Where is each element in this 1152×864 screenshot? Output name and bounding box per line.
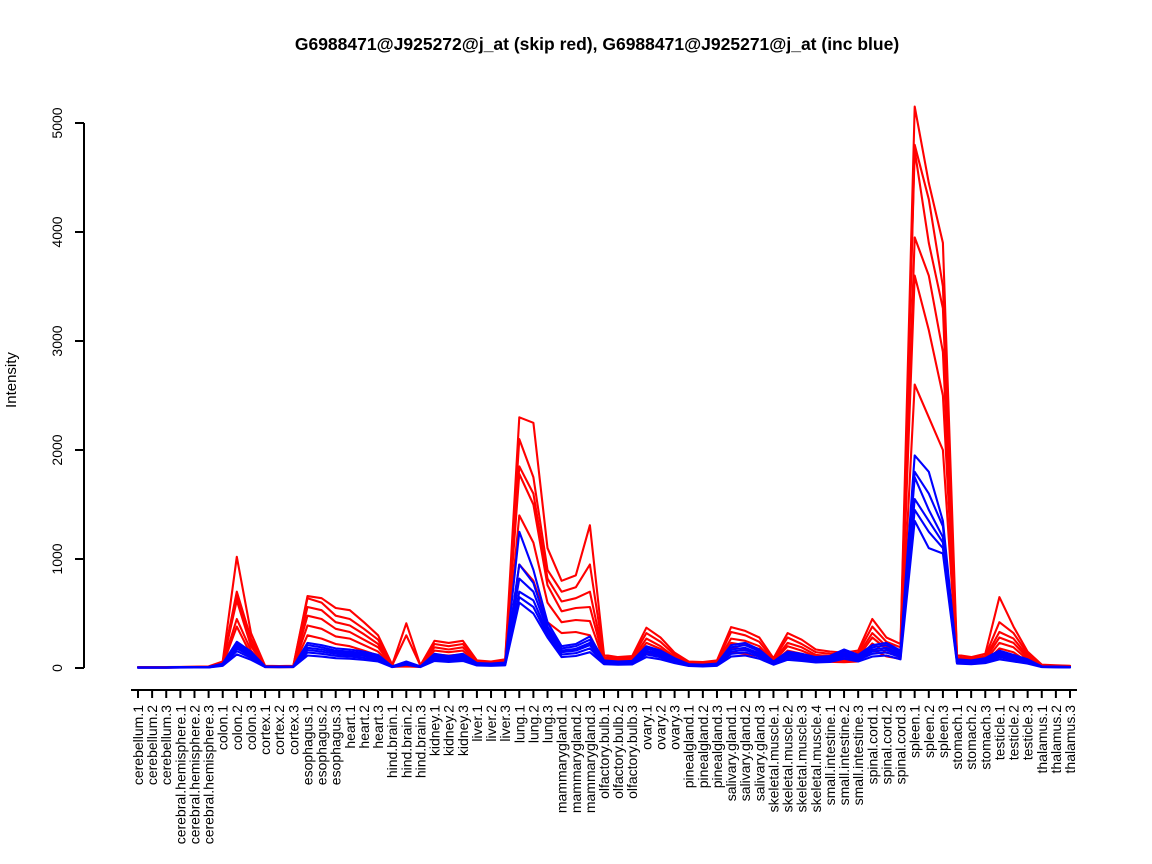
y-axis-label: Intensity	[3, 352, 20, 408]
x-tick-label: ovary.3	[667, 705, 683, 750]
x-tick-label: heart.1	[342, 705, 358, 749]
x-tick-label: olfactory.bulb.2	[610, 705, 626, 799]
x-tick-label: ovary.2	[652, 705, 668, 750]
x-tick-label: stomach.2	[963, 705, 979, 770]
x-tick-label: salivary.gland.2	[737, 705, 753, 801]
x-tick-label: mammarygland.3	[582, 705, 598, 813]
series-line-inc-rep4	[136, 498, 1072, 669]
series-line-skip-rep3	[136, 149, 1072, 669]
x-tick-label: esophagus.1	[299, 705, 315, 785]
x-tick-label: thalamus.3	[1062, 705, 1078, 774]
x-tick-label: hind.brain.3	[412, 705, 428, 778]
x-tick-label: colon.3	[243, 705, 259, 750]
x-tick-label: stomach.1	[949, 705, 965, 770]
x-tick-label: hind.brain.2	[398, 705, 414, 778]
x-tick-label: cerebellum.1	[130, 705, 146, 785]
x-tick-label: colon.2	[229, 705, 245, 750]
y-tick-label: 2000	[49, 434, 65, 465]
x-tick-label: mammarygland.2	[568, 705, 584, 813]
x-tick-label: cerebellum.3	[158, 705, 174, 785]
x-tick-label: pinealgland.3	[709, 705, 725, 789]
x-tick-label: colon.1	[215, 705, 231, 750]
x-tick-label: cortex.1	[257, 705, 273, 755]
x-tick-label: kidney.2	[441, 705, 457, 756]
x-tick-label: cerebral.hemisphere.2	[186, 705, 202, 845]
x-tick-label: testicle.2	[1006, 705, 1022, 760]
x-tick-label: liver.3	[497, 705, 513, 742]
x-tick-label: spleen.2	[921, 705, 937, 758]
x-tick-label: lung.1	[511, 705, 527, 743]
series-line-inc-rep1	[136, 454, 1072, 669]
x-tick-label: ovary.1	[638, 705, 654, 750]
series-line-skip-rep4	[136, 236, 1072, 669]
x-tick-label: kidney.1	[427, 705, 443, 756]
x-tick-label: small.intestine.2	[836, 705, 852, 806]
x-tick-label: heart.2	[356, 705, 372, 749]
x-tick-label: cerebellum.2	[144, 705, 160, 785]
y-tick-label: 0	[49, 664, 65, 672]
x-tick-label: skeletal.muscle.3	[794, 705, 810, 813]
x-tick-label: kidney.3	[455, 705, 471, 756]
x-tick-label: small.intestine.3	[850, 705, 866, 806]
x-tick-label: liver.2	[483, 705, 499, 742]
series-line-skip-rep2	[136, 143, 1072, 669]
series-line-skip-rep5	[136, 274, 1072, 669]
series-lines	[136, 105, 1072, 669]
series-line-skip-rep1	[136, 105, 1072, 669]
x-tick-label: thalamus.1	[1034, 705, 1050, 774]
x-tick-label: spinal.cord.2	[878, 705, 894, 785]
series-line-inc-rep3	[136, 476, 1072, 669]
x-tick-label: spinal.cord.3	[893, 705, 909, 785]
x-tick-label: skeletal.muscle.4	[808, 705, 824, 813]
x-tick-label: cerebral.hemisphere.1	[172, 705, 188, 845]
y-tick-label: 5000	[49, 107, 65, 138]
series-line-inc-rep5	[136, 508, 1072, 669]
x-tick-label: esophagus.2	[314, 705, 330, 785]
x-tick-label: skeletal.muscle.1	[765, 705, 781, 813]
x-tick-label: thalamus.2	[1048, 705, 1064, 774]
chart-title: G6988471@J925272@j_at (skip red), G69884…	[295, 34, 899, 54]
x-tick-label: testicle.1	[991, 705, 1007, 760]
y-tick-label: 3000	[49, 325, 65, 356]
x-tick-label: cortex.3	[285, 705, 301, 755]
x-tick-label: mammarygland.1	[554, 705, 570, 813]
x-tick-label: spinal.cord.1	[864, 705, 880, 785]
x-tick-label: pinealgland.2	[695, 705, 711, 789]
x-tick-label: lung.3	[540, 705, 556, 743]
x-tick-label: olfactory.bulb.3	[624, 705, 640, 799]
x-tick-label: esophagus.3	[328, 705, 344, 785]
x-tick-label: stomach.3	[977, 705, 993, 770]
series-line-skip-rep6	[136, 383, 1072, 669]
x-axis: cerebellum.1cerebellum.2cerebellum.3cere…	[130, 689, 1078, 845]
series-line-inc-rep2	[136, 470, 1072, 669]
y-axis: 0 1000 2000 3000 4000 5000	[49, 107, 85, 672]
x-tick-label: liver.1	[469, 705, 485, 742]
x-tick-label: olfactory.bulb.1	[596, 705, 612, 799]
x-tick-label: salivary.gland.1	[723, 705, 739, 801]
x-tick-label: heart.3	[370, 705, 386, 749]
x-tick-label: spleen.1	[907, 705, 923, 758]
y-tick-label: 1000	[49, 543, 65, 574]
x-tick-label: small.intestine.1	[822, 705, 838, 806]
x-tick-label: lung.2	[525, 705, 541, 743]
x-tick-label: cortex.2	[271, 705, 287, 755]
x-tick-label: skeletal.muscle.2	[780, 705, 796, 813]
y-tick-label: 4000	[49, 216, 65, 247]
x-tick-label: hind.brain.1	[384, 705, 400, 778]
x-tick-label: spleen.3	[935, 705, 951, 758]
x-tick-label: pinealgland.1	[681, 705, 697, 789]
x-tick-label: cerebral.hemisphere.3	[201, 705, 217, 845]
series-line-inc-rep6	[136, 519, 1072, 669]
x-tick-label: testicle.3	[1020, 705, 1036, 760]
x-tick-label: salivary.gland.3	[751, 705, 767, 801]
